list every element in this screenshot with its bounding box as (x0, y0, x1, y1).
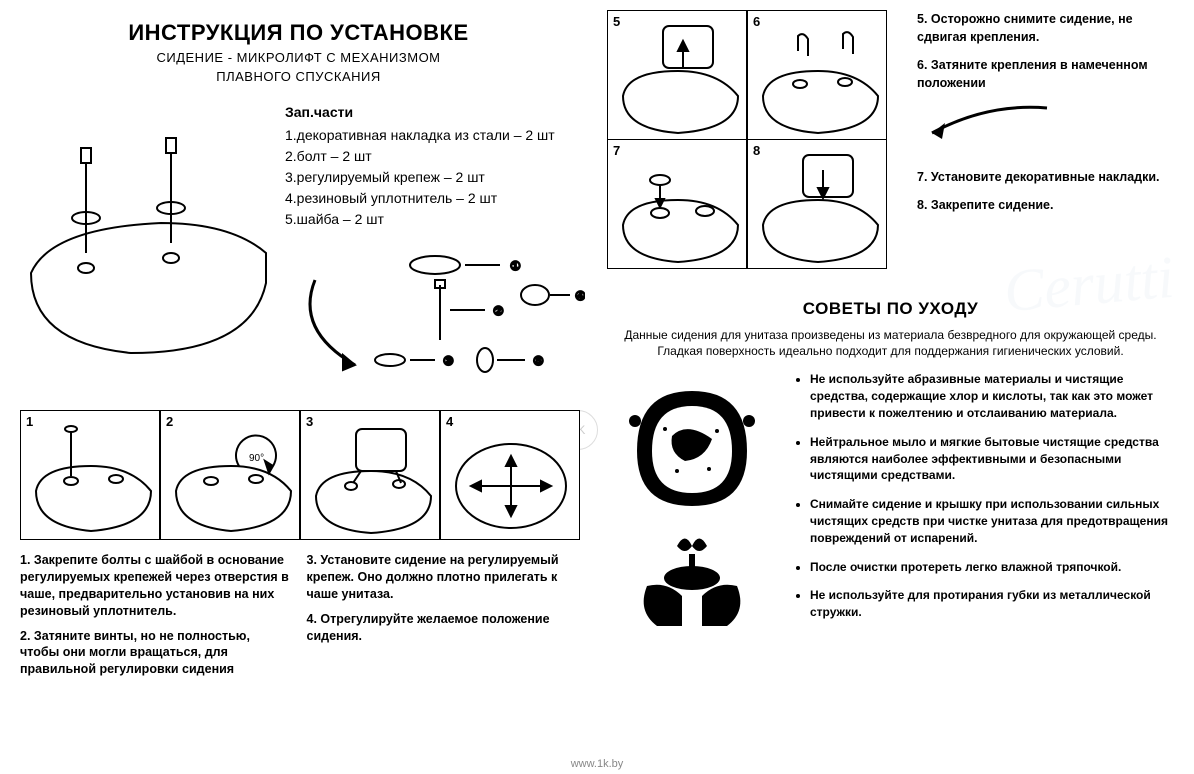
step-num-8: 8 (753, 143, 760, 158)
arrow-icon (917, 103, 1057, 143)
eco-hands-icon (627, 526, 757, 636)
step-panel-4: 4 (440, 410, 580, 540)
care-section: СОВЕТЫ ПО УХОДУ Данные сидения для унита… (607, 299, 1174, 636)
step-panel-3: 3 (300, 410, 440, 540)
care-illustrations (607, 371, 777, 636)
care-tip-4: После очистки протереть легко влажной тр… (810, 559, 1174, 576)
step-panel-2: 2 90° (160, 410, 300, 540)
subtitle-2: ПЛАВНОГО СПУСКАНИЯ (20, 69, 577, 84)
step-panel-7: 7 (607, 139, 747, 269)
step-num-4: 4 (446, 414, 453, 429)
svg-text:②: ② (493, 304, 504, 318)
subtitle-1: СИДЕНИЕ - МИКРОЛИФТ С МЕХАНИЗМОМ (20, 50, 577, 65)
part-item-2: 2.болт – 2 шт (285, 146, 585, 167)
care-tips-list: Не используйте абразивные материалы и чи… (792, 371, 1174, 636)
step-panel-5: 5 (607, 10, 747, 140)
part-item-1: 1.декоративная накладка из стали – 2 шт (285, 125, 585, 146)
seat-clean-icon (617, 381, 767, 511)
steps-1-4-panels: 1 2 90° 3 4 (20, 410, 577, 540)
main-title: ИНСТРУКЦИЯ ПО УСТАНОВКЕ (20, 20, 577, 46)
step-panel-1: 1 (20, 410, 160, 540)
svg-text:③: ③ (443, 354, 454, 368)
parts-exploded-diagram (20, 102, 275, 362)
step-num-1: 1 (26, 414, 33, 429)
steps-3-4-text: 3. Установите сидение на регулируемый кр… (307, 552, 578, 686)
step-num-2: 2 (166, 414, 173, 429)
svg-text:①: ① (510, 259, 521, 273)
part-item-5: 5.шайба – 2 шт (285, 209, 585, 230)
svg-text:④: ④ (575, 289, 585, 303)
footer-url: www.1k.by (571, 758, 624, 770)
svg-text:⑤: ⑤ (533, 354, 544, 368)
care-tip-1: Не используйте абразивные материалы и чи… (810, 371, 1174, 421)
step-num-6: 6 (753, 14, 760, 29)
step-panel-6: 6 (747, 10, 887, 140)
care-tip-3: Снимайте сидение и крышку при использова… (810, 496, 1174, 546)
care-tip-5: Не используйте для протирания губки из м… (810, 587, 1174, 621)
part-item-4: 4.резиновый уплотнитель – 2 шт (285, 188, 585, 209)
svg-text:90°: 90° (249, 453, 264, 464)
steps-1-2-text: 1. Закрепите болты с шайбой в основание … (20, 552, 291, 686)
step-num-5: 5 (613, 14, 620, 29)
care-title: СОВЕТЫ ПО УХОДУ (607, 299, 1174, 319)
step-num-7: 7 (613, 143, 620, 158)
parts-heading: Зап.части (285, 102, 585, 123)
parts-callout-diagram: ① ② ③ ④ ⑤ (285, 240, 585, 390)
step-num-3: 3 (306, 414, 313, 429)
parts-list: Зап.части 1.декоративная накладка из ста… (275, 102, 585, 390)
step-panel-8: 8 (747, 139, 887, 269)
steps-5-8-text: 5. Осторожно снимите сидение, не сдвигая… (917, 10, 1174, 269)
part-item-3: 3.регулируемый крепеж – 2 шт (285, 167, 585, 188)
care-tip-2: Нейтральное мыло и мягкие бытовые чистящ… (810, 434, 1174, 484)
steps-5-8-panels: 5 6 7 8 (607, 10, 897, 269)
care-intro: Данные сидения для унитаза произведены и… (617, 327, 1164, 359)
